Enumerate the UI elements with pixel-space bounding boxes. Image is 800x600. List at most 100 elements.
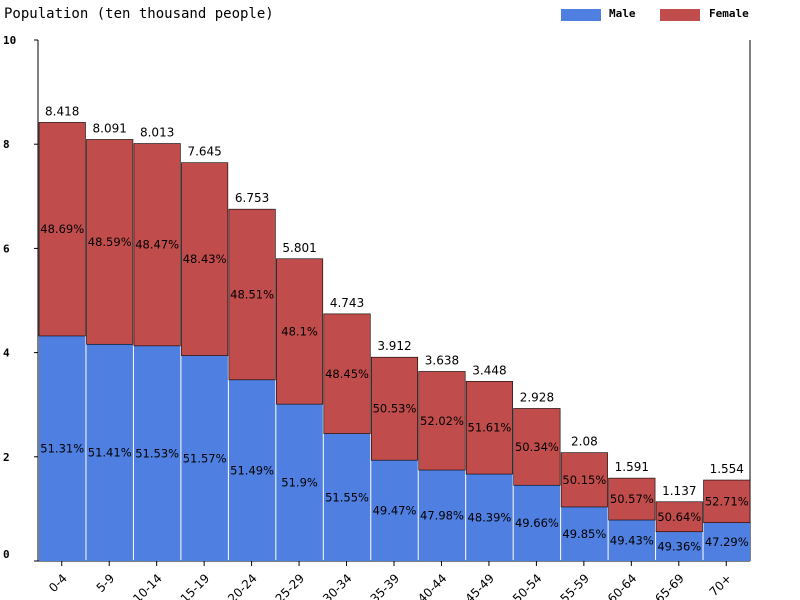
bar-female [608, 477, 656, 521]
bar-male [656, 531, 703, 561]
female-percent-label: 50.34% [515, 440, 559, 454]
bars [38, 122, 751, 561]
bar-male [39, 335, 86, 561]
total-label: 8.418 [45, 104, 79, 118]
bar-male [323, 433, 371, 561]
bar-female [228, 208, 276, 381]
x-tick-label: 50-54 [510, 571, 545, 600]
male-percent-label: 51.9% [281, 476, 318, 490]
y-tick-label: 10 [3, 34, 16, 47]
bar-female [513, 408, 561, 486]
y-tick-label: 0 [3, 548, 10, 561]
x-tick-label: 30-34 [320, 571, 355, 600]
female-percent-label: 48.45% [325, 367, 369, 381]
female-percent-label: 52.02% [420, 414, 464, 428]
bar-male [371, 460, 418, 561]
male-percent-label: 51.41% [88, 446, 132, 460]
female-percent-label: 48.69% [40, 222, 84, 236]
total-label: 1.591 [615, 460, 649, 474]
legend-label-male: Male [609, 7, 636, 20]
female-percent-label: 50.57% [610, 492, 654, 506]
x-tick-label: 35-39 [368, 571, 403, 600]
male-percent-label: 51.53% [135, 446, 179, 460]
total-label: 5.801 [282, 241, 316, 255]
total-label: 4.743 [330, 296, 364, 310]
female-percent-label: 48.59% [88, 235, 132, 249]
legend: Male Female [561, 7, 749, 21]
total-label: 3.638 [425, 353, 459, 367]
x-tick-label: 25-29 [273, 571, 308, 600]
total-label: 7.645 [187, 145, 221, 159]
y-tick-label: 8 [3, 138, 10, 151]
male-percent-label: 47.29% [705, 535, 749, 549]
male-percent-label: 49.36% [657, 539, 701, 553]
y-tick-label: 2 [3, 451, 10, 464]
x-tick-label: 70+ [707, 571, 735, 599]
x-tick-label: 5-9 [94, 571, 118, 595]
legend-label-female: Female [709, 7, 749, 20]
x-tick-label: 10-14 [130, 571, 165, 600]
male-percent-label: 51.57% [183, 451, 227, 465]
x-tick-label: 0-4 [46, 571, 70, 595]
x-tick-label: 40-44 [415, 571, 450, 600]
bar-female [655, 501, 703, 533]
male-percent-label: 49.43% [610, 534, 654, 548]
female-percent-label: 50.53% [373, 402, 417, 416]
bar-male [703, 522, 750, 561]
bar-female [323, 313, 371, 434]
total-label: 2.928 [520, 390, 554, 404]
total-label: 1.554 [710, 462, 744, 476]
bar-male [86, 344, 133, 561]
bar-female [133, 143, 181, 347]
bar-male [181, 355, 228, 561]
bar-male [418, 470, 466, 561]
male-percent-label: 51.55% [325, 490, 369, 504]
male-percent-label: 51.49% [230, 463, 274, 477]
total-label: 2.08 [571, 435, 598, 449]
bar-female [465, 381, 513, 475]
female-percent-label: 48.51% [230, 288, 274, 302]
total-label: 8.091 [93, 121, 127, 135]
bar-female [418, 371, 466, 471]
female-percent-label: 50.15% [562, 473, 606, 487]
bar-female [370, 356, 419, 461]
bar-female [181, 162, 229, 356]
male-percent-label: 51.31% [40, 441, 84, 455]
x-tick-label: 55-59 [557, 571, 592, 600]
bar-male [513, 485, 561, 561]
total-label: 1.137 [662, 484, 696, 498]
bar-male [561, 506, 608, 561]
y-tick-label: 4 [3, 347, 10, 360]
male-percent-label: 49.47% [373, 504, 417, 518]
x-tick-label: 15-19 [178, 571, 213, 600]
legend-swatch-female [660, 9, 700, 21]
bar-male [133, 345, 181, 561]
total-label: 3.912 [377, 339, 411, 353]
bar-female [276, 258, 324, 405]
x-tick-label: 60-64 [605, 571, 640, 600]
x-tick-label: 20-24 [225, 571, 260, 600]
total-label: 8.013 [140, 126, 174, 140]
bar-labels: 8.418 48.69% 51.31% 8.091 48.59% 51.41% 8.013 4… [40, 104, 748, 553]
bar-male [466, 474, 513, 561]
x-tick-label: 65-69 [652, 571, 687, 600]
x-tick-label: 45-49 [462, 571, 497, 600]
bar-male [608, 520, 656, 561]
female-percent-label: 51.61% [468, 421, 512, 435]
male-percent-label: 48.39% [468, 511, 512, 525]
bar-female [560, 452, 608, 508]
female-percent-label: 48.47% [135, 238, 179, 252]
female-percent-label: 48.43% [183, 252, 227, 266]
male-percent-label: 49.85% [562, 527, 606, 541]
total-label: 3.448 [472, 363, 506, 377]
female-percent-label: 50.64% [657, 510, 701, 524]
bar-male [276, 404, 323, 561]
bar-female [703, 479, 751, 524]
bar-female [38, 122, 86, 337]
total-label: 6.753 [235, 191, 269, 205]
male-percent-label: 49.66% [515, 516, 559, 530]
bar-male [228, 379, 276, 561]
female-percent-label: 48.1% [281, 324, 318, 338]
y-tick-label: 6 [3, 242, 10, 255]
